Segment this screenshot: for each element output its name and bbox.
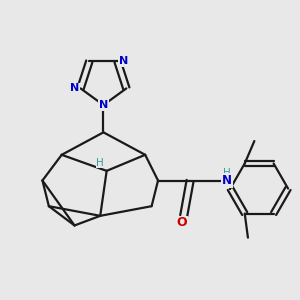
Text: H: H bbox=[223, 168, 231, 178]
Text: N: N bbox=[119, 56, 128, 67]
Text: H: H bbox=[96, 158, 104, 168]
Text: N: N bbox=[70, 83, 80, 93]
Text: O: O bbox=[177, 216, 188, 230]
Text: N: N bbox=[222, 174, 232, 187]
Text: N: N bbox=[99, 100, 108, 110]
